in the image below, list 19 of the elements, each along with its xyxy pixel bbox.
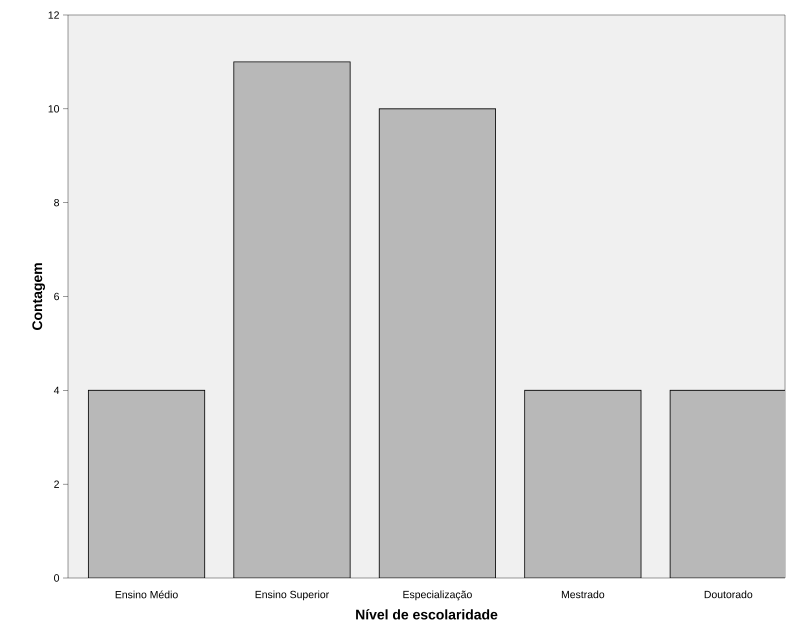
x-tick-label: Especialização: [403, 590, 472, 600]
x-tick-label: Mestrado: [562, 590, 604, 598]
y-axis-title: Contagem: [32, 263, 45, 330]
x-axis-title: Nível de escolaridade: [356, 609, 498, 620]
x-tick-label: Ensino Médio: [116, 590, 178, 598]
x-tick-label: Ensino Superior: [256, 590, 329, 600]
bar: [88, 390, 206, 578]
bar: [670, 390, 786, 578]
y-tick-label: 4: [54, 386, 60, 394]
y-tick-label: 2: [54, 480, 59, 488]
y-tick-label: 6: [54, 292, 60, 300]
y-tick-label: 8: [54, 198, 60, 206]
x-tick-label: Doutorado: [704, 590, 752, 598]
bar: [233, 62, 351, 578]
y-tick-label: 12: [48, 11, 59, 19]
y-tick-label: 0: [54, 574, 60, 582]
bar: [524, 390, 642, 578]
bar: [378, 108, 496, 578]
y-tick-label: 10: [48, 105, 60, 113]
